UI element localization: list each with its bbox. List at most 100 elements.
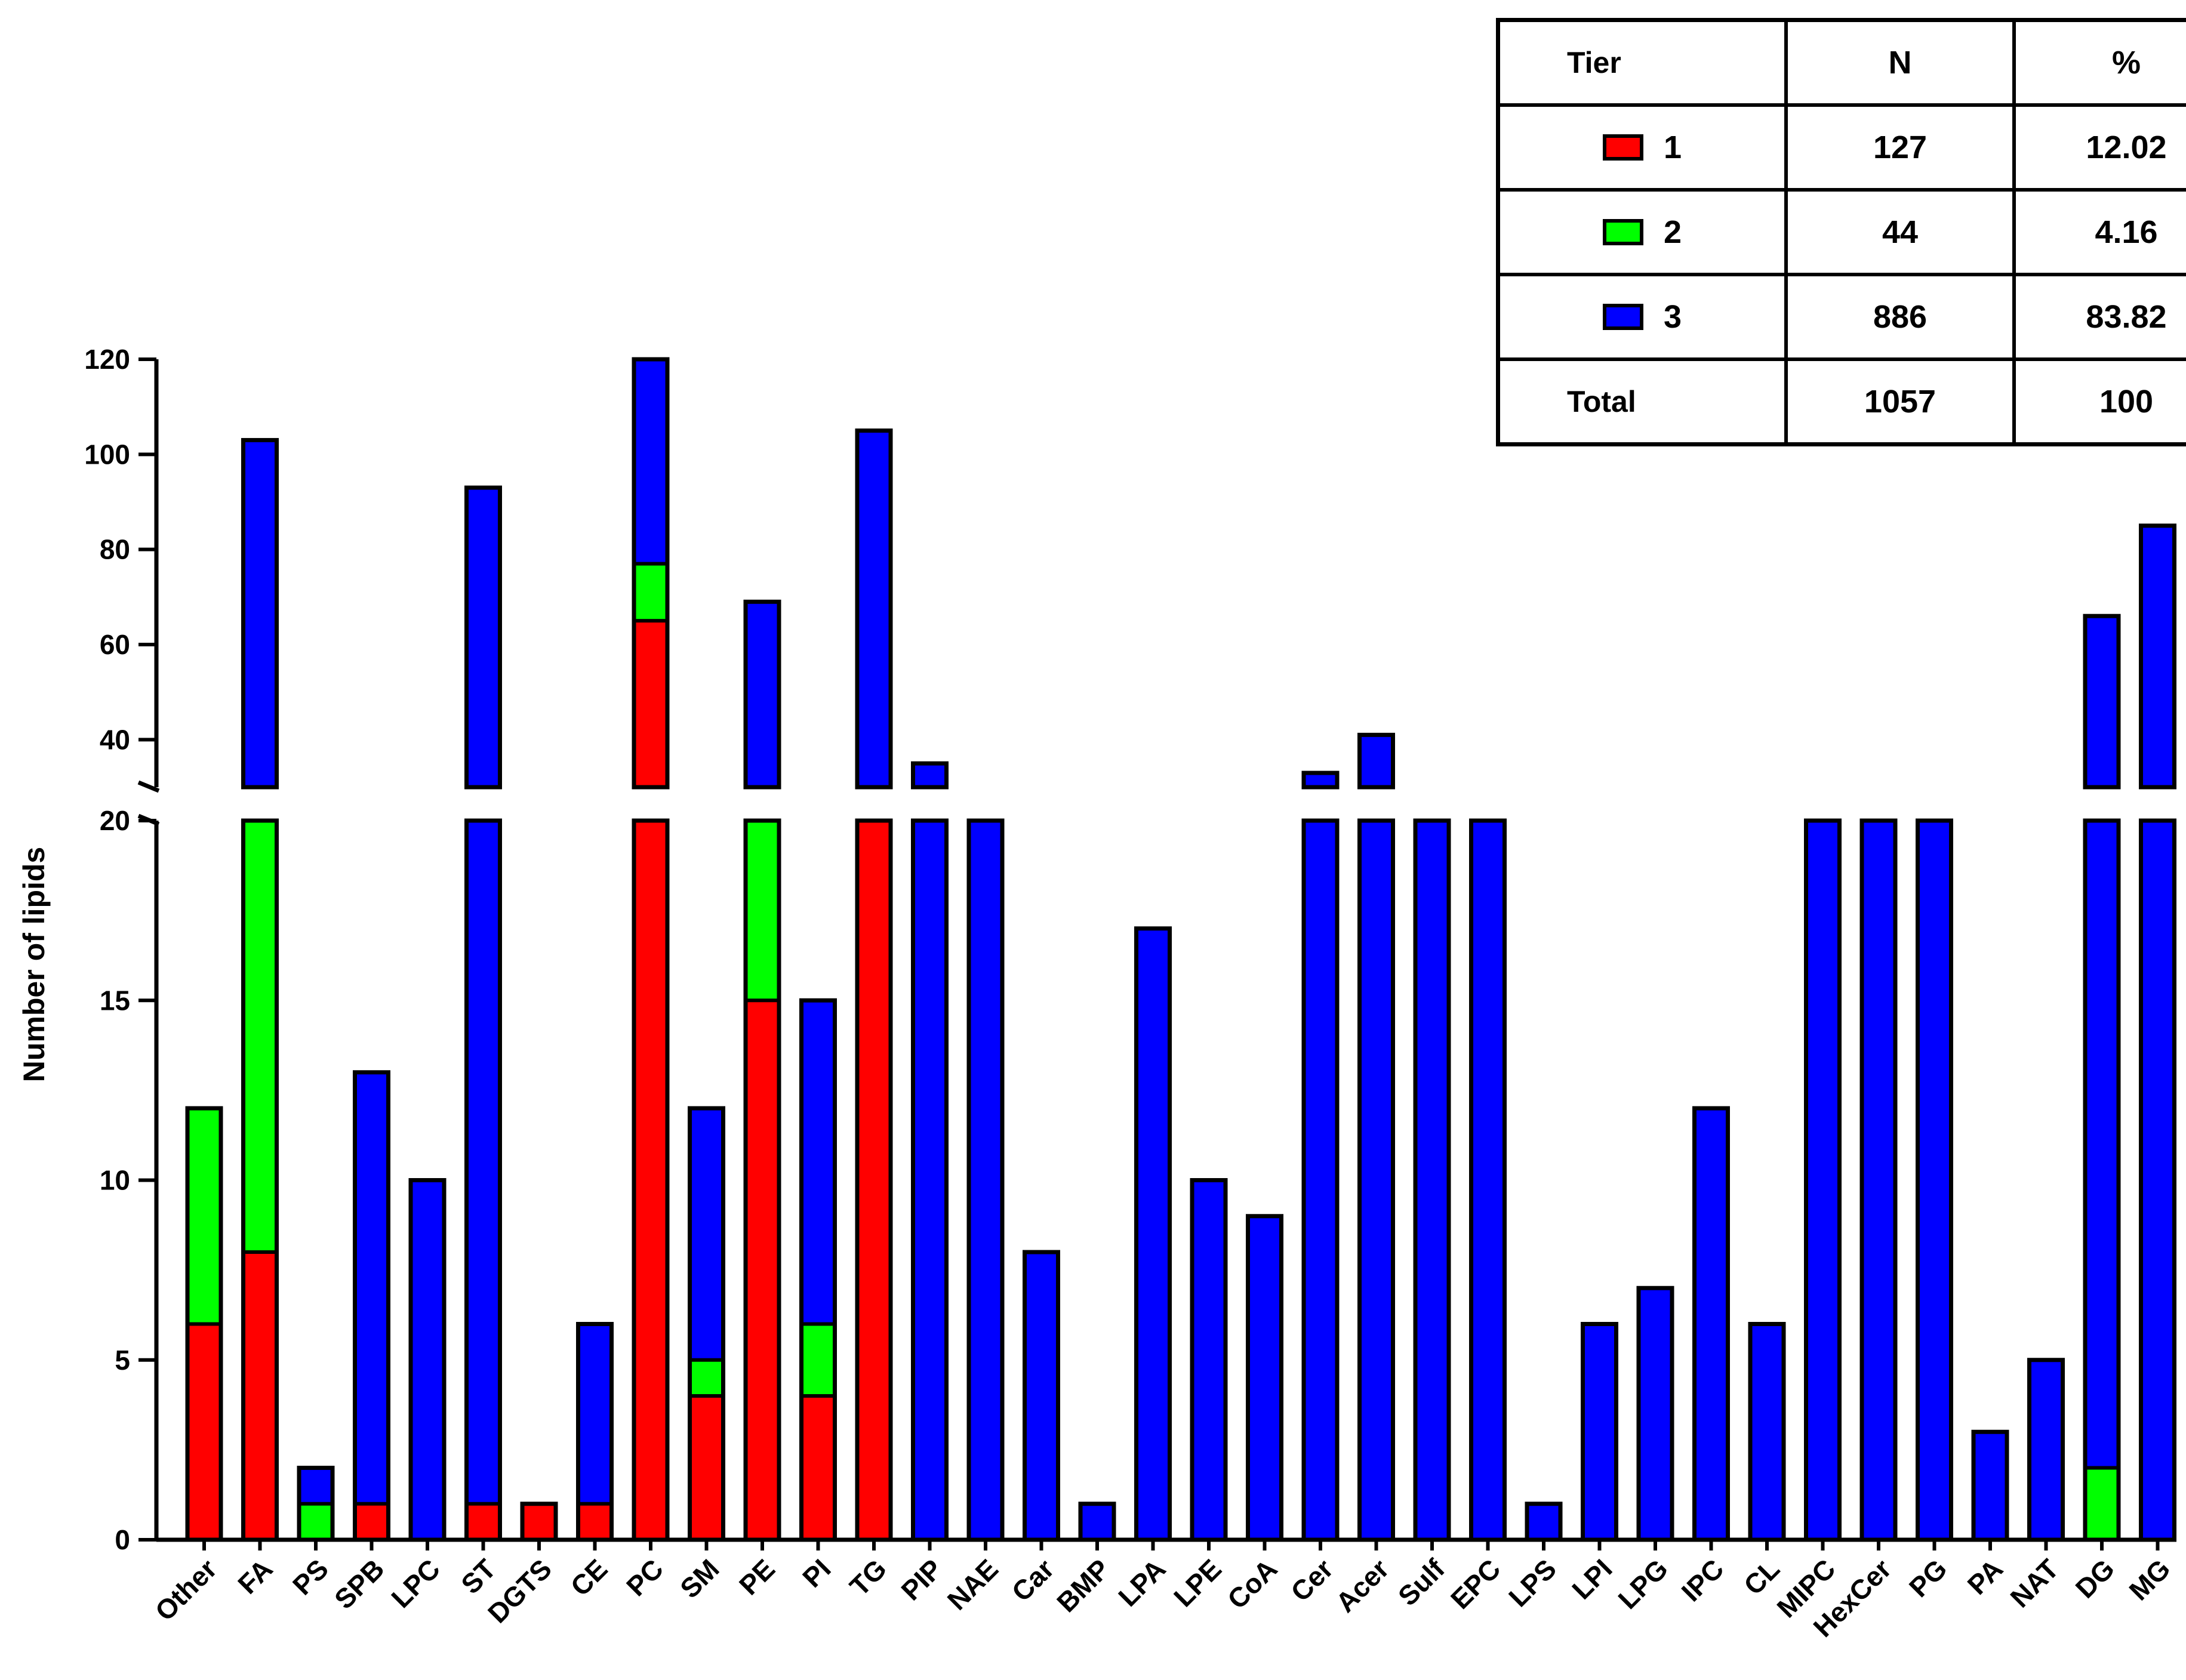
bar-segment-pip-tier-3-lower	[913, 821, 947, 1540]
bar-segment-lpa-tier-3-lower	[1136, 928, 1170, 1540]
bar-outline-fa-upper	[241, 437, 279, 790]
bar-segment-pe-tier-1-lower	[746, 1000, 779, 1540]
bars-layer	[185, 357, 2176, 1542]
bar-segment-ce-tier-1-lower	[578, 1503, 612, 1540]
bar-segment-lpe-tier-3-lower	[1192, 1180, 1226, 1540]
bar-segment-tg-tier-3-upper	[857, 430, 891, 787]
x-tick-label-pe: PE	[733, 1553, 781, 1601]
x-tick-label-tg: TG	[843, 1553, 892, 1602]
x-tick-label-ce: CE	[565, 1553, 614, 1602]
x-tick-label-bmp: BMP	[1051, 1553, 1116, 1618]
bar-segment-mipc-tier-3-lower	[1806, 821, 1840, 1540]
bar-segment-pc-tier-3-upper	[634, 359, 667, 564]
bar-segment-spb-tier-1-lower	[355, 1503, 389, 1540]
bar-segment-sm-tier-2-lower	[689, 1360, 723, 1396]
legend-entry-tier-2: 2	[1500, 214, 1784, 251]
bar-segment-car-tier-3-lower	[1024, 1252, 1058, 1540]
legend-swatch-blue	[1602, 303, 1643, 330]
x-tick-label-lpa: LPA	[1112, 1553, 1171, 1612]
x-tick-label-nat: NAT	[2004, 1553, 2064, 1613]
bar-segment-acer-tier-3-upper	[1359, 735, 1393, 787]
bar-segment-ps-tier-3-lower	[299, 1468, 332, 1504]
bar-segment-sm-tier-3-lower	[689, 1108, 723, 1360]
y-tick-label-20: 20	[100, 805, 130, 836]
bar-segment-fa-tier-2-lower	[243, 821, 277, 1252]
table-row: 1 127 12.02	[1496, 103, 2186, 192]
bar-segment-tg-tier-1-lower	[857, 821, 891, 1540]
x-tick-label-lpe: LPE	[1168, 1553, 1227, 1613]
bar-segment-pe-tier-3-upper	[746, 602, 779, 787]
x-tick-label-lpc: LPC	[385, 1553, 446, 1614]
y-tick-label-0: 0	[115, 1524, 130, 1555]
y-tick-label-15: 15	[100, 985, 130, 1016]
bar-segment-pc-tier-1-upper	[634, 621, 667, 787]
tier-summary-table: Tier N % 1 127 12.02 2 44 4.16 3	[1496, 18, 2186, 446]
legend-swatch-green	[1602, 218, 1643, 245]
x-tick-label-sm: SM	[674, 1553, 725, 1604]
x-tick-label-lps: LPS	[1503, 1553, 1562, 1613]
bar-outline-cer-upper	[1301, 770, 1340, 790]
bar-segment-epc-tier-3-lower	[1471, 821, 1505, 1540]
bar-outline-mg-upper	[2139, 523, 2176, 790]
y-tick-label-80: 80	[100, 534, 130, 565]
y-tick-label-60: 60	[100, 629, 130, 660]
bar-segment-mg-tier-3-lower	[2141, 821, 2175, 1540]
x-tick-label-other: Other	[149, 1553, 223, 1627]
x-tick-label-coa: CoA	[1221, 1553, 1283, 1615]
x-tick-label-ps: PS	[287, 1553, 334, 1601]
total-count: 1057	[1784, 357, 2016, 446]
tier-label: 1	[1663, 130, 1682, 166]
tier-count: 886	[1784, 272, 2016, 361]
tier-percent: 12.02	[2012, 103, 2186, 192]
x-tick-label-st: ST	[455, 1553, 501, 1599]
tier-label: 3	[1663, 298, 1682, 335]
bar-segment-fa-tier-1-lower	[243, 1252, 277, 1540]
y-tick-label-40: 40	[100, 724, 130, 755]
x-tick-label-epc: EPC	[1445, 1553, 1507, 1615]
bar-segment-hexcer-tier-3-lower	[1862, 821, 1895, 1540]
y-tick-label-5: 5	[115, 1345, 130, 1376]
x-tick-label-lpg: LPG	[1612, 1553, 1674, 1615]
y-tick-label-120: 120	[84, 344, 130, 375]
bar-segment-cer-tier-3-upper	[1304, 773, 1337, 787]
total-label: Total	[1496, 357, 1788, 446]
bar-segment-sm-tier-1-lower	[689, 1396, 723, 1540]
bar-outline-pip-upper	[911, 761, 949, 790]
table-total-row: Total 1057 100	[1496, 357, 2186, 446]
tier-count: 44	[1784, 188, 2016, 276]
tier-count: 127	[1784, 103, 2016, 192]
bar-segment-bmp-tier-3-lower	[1080, 1503, 1114, 1540]
axes-layer	[137, 357, 2168, 1550]
table-row: 3 886 83.82	[1496, 272, 2186, 361]
x-tick-label-car: Car	[1006, 1553, 1060, 1607]
bar-segment-pi-tier-1-lower	[801, 1396, 835, 1540]
bar-segment-pip-tier-3-upper	[913, 763, 947, 787]
header-n: N	[1784, 18, 2016, 107]
x-tick-label-nae: NAE	[941, 1553, 1004, 1616]
x-tick-label-cer: Cer	[1285, 1553, 1339, 1607]
total-percent: 100	[2012, 357, 2186, 446]
bar-segment-fa-tier-3-upper	[243, 440, 277, 787]
x-tick-label-pc: PC	[620, 1553, 669, 1602]
bar-segment-dg-tier-2-lower	[2085, 1468, 2119, 1540]
bar-segment-st-tier-3-upper	[466, 488, 500, 787]
bar-segment-pi-tier-3-lower	[801, 1000, 835, 1324]
bar-segment-ps-tier-2-lower	[299, 1503, 332, 1540]
y-tick-label-10: 10	[100, 1165, 130, 1196]
x-tick-label-pa: PA	[1962, 1553, 2009, 1601]
bar-outline-pc-upper	[632, 357, 670, 790]
tier-label: 2	[1663, 214, 1682, 250]
bar-segment-other-tier-1-lower	[187, 1324, 221, 1540]
bar-segment-mg-tier-3-upper	[2141, 525, 2175, 787]
header-tier: Tier	[1496, 18, 1788, 107]
x-tick-label-acer: Acer	[1329, 1553, 1394, 1618]
x-tick-label-pg: PG	[1903, 1553, 1953, 1603]
x-tick-label-mg: MG	[2123, 1553, 2176, 1606]
bar-segment-ipc-tier-3-lower	[1694, 1108, 1728, 1540]
bar-outline-pe-upper	[743, 599, 781, 790]
x-tick-label-fa: FA	[232, 1553, 278, 1599]
bar-outline-dg-upper	[2083, 614, 2121, 790]
legend-entry-tier-3: 3	[1500, 298, 1784, 335]
bar-segment-pg-tier-3-lower	[1917, 821, 1951, 1540]
